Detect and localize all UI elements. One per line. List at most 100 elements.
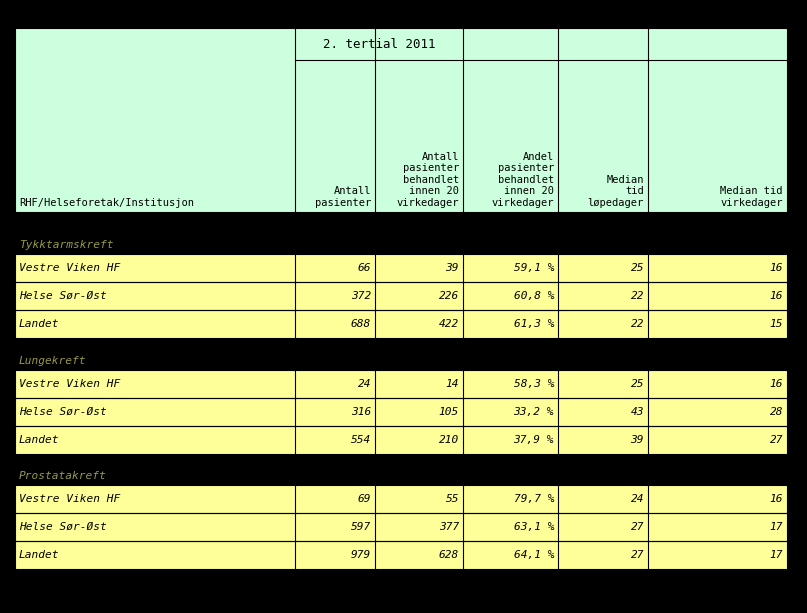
Text: 39: 39 [630, 435, 644, 445]
Text: 69: 69 [358, 494, 371, 504]
Text: 61,3 %: 61,3 % [513, 319, 554, 329]
Bar [15, 282, 295, 310]
Text: 210: 210 [439, 435, 459, 445]
Text: Helse Sør-Øst: Helse Sør-Øst [19, 522, 107, 532]
Bar [295, 282, 375, 310]
Text: Helse Sør-Øst: Helse Sør-Øst [19, 407, 107, 417]
Bar [463, 398, 558, 426]
Bar [558, 398, 648, 426]
Bar [463, 541, 558, 569]
Text: RHF/Helseforetak/Institusjon: RHF/Helseforetak/Institusjon [19, 198, 194, 208]
Text: Median tid
virkedager: Median tid virkedager [721, 186, 783, 208]
Text: 16: 16 [770, 494, 783, 504]
Bar [558, 282, 648, 310]
Bar [295, 310, 375, 338]
Bar [375, 541, 463, 569]
Bar [15, 398, 295, 426]
Bar [15, 426, 295, 454]
Text: 105: 105 [439, 407, 459, 417]
Text: 372: 372 [351, 291, 371, 301]
Text: 27: 27 [630, 550, 644, 560]
Bar [648, 426, 787, 454]
Text: 979: 979 [351, 550, 371, 560]
Text: 226: 226 [439, 291, 459, 301]
Text: Vestre Viken HF: Vestre Viken HF [19, 263, 120, 273]
Bar [648, 310, 787, 338]
Text: 24: 24 [358, 379, 371, 389]
Bar [558, 426, 648, 454]
Text: 58,3 %: 58,3 % [513, 379, 554, 389]
Text: 59,1 %: 59,1 % [513, 263, 554, 273]
Text: 64,1 %: 64,1 % [513, 550, 554, 560]
Text: 79,7 %: 79,7 % [513, 494, 554, 504]
Bar [375, 282, 463, 310]
Bar [648, 282, 787, 310]
Bar [295, 485, 375, 513]
Text: 15: 15 [770, 319, 783, 329]
Bar [295, 541, 375, 569]
Text: Landet: Landet [19, 319, 60, 329]
Text: Tykktarmskreft: Tykktarmskreft [19, 240, 114, 250]
Text: 17: 17 [770, 522, 783, 532]
Text: 17: 17 [770, 550, 783, 560]
Bar [375, 485, 463, 513]
Text: 43: 43 [630, 407, 644, 417]
Bar [15, 541, 295, 569]
Text: 16: 16 [770, 291, 783, 301]
Text: Antall
pasienter
behandlet
innen 20
virkedager: Antall pasienter behandlet innen 20 virk… [396, 151, 459, 208]
Bar [295, 513, 375, 541]
Text: 2. tertial 2011: 2. tertial 2011 [323, 37, 435, 50]
Text: 27: 27 [630, 522, 644, 532]
Bar [15, 28, 787, 212]
Bar [558, 370, 648, 398]
Text: 554: 554 [351, 435, 371, 445]
Bar [375, 370, 463, 398]
Bar [375, 310, 463, 338]
Bar [15, 310, 295, 338]
Text: Landet: Landet [19, 550, 60, 560]
Text: Prostatakreft: Prostatakreft [19, 471, 107, 481]
Bar [375, 398, 463, 426]
Text: Andel
pasienter
behandlet
innen 20
virkedager: Andel pasienter behandlet innen 20 virke… [491, 151, 554, 208]
Text: 16: 16 [770, 379, 783, 389]
Bar [648, 398, 787, 426]
Text: Antall
pasienter: Antall pasienter [315, 186, 371, 208]
Bar [463, 282, 558, 310]
Text: Vestre Viken HF: Vestre Viken HF [19, 494, 120, 504]
Bar [558, 513, 648, 541]
Text: 28: 28 [770, 407, 783, 417]
Bar [558, 310, 648, 338]
Bar [295, 426, 375, 454]
Text: 628: 628 [439, 550, 459, 560]
Text: 39: 39 [445, 263, 459, 273]
Bar [15, 513, 295, 541]
Text: 316: 316 [351, 407, 371, 417]
Bar [15, 485, 295, 513]
Text: 55: 55 [445, 494, 459, 504]
Text: 66: 66 [358, 263, 371, 273]
Text: Helse Sør-Øst: Helse Sør-Øst [19, 291, 107, 301]
Text: Lungekreft: Lungekreft [19, 356, 86, 366]
Text: 60,8 %: 60,8 % [513, 291, 554, 301]
Bar [463, 513, 558, 541]
Text: 25: 25 [630, 379, 644, 389]
Bar [558, 254, 648, 282]
Text: 22: 22 [630, 291, 644, 301]
Bar [15, 370, 295, 398]
Bar [558, 485, 648, 513]
Text: 597: 597 [351, 522, 371, 532]
Text: 22: 22 [630, 319, 644, 329]
Bar [463, 426, 558, 454]
Text: 16: 16 [770, 263, 783, 273]
Bar [463, 370, 558, 398]
Text: 24: 24 [630, 494, 644, 504]
Bar [295, 398, 375, 426]
Bar [375, 513, 463, 541]
Bar [648, 254, 787, 282]
Bar [463, 485, 558, 513]
Text: 25: 25 [630, 263, 644, 273]
Bar [648, 370, 787, 398]
Text: 27: 27 [770, 435, 783, 445]
Text: Vestre Viken HF: Vestre Viken HF [19, 379, 120, 389]
Text: Landet: Landet [19, 435, 60, 445]
